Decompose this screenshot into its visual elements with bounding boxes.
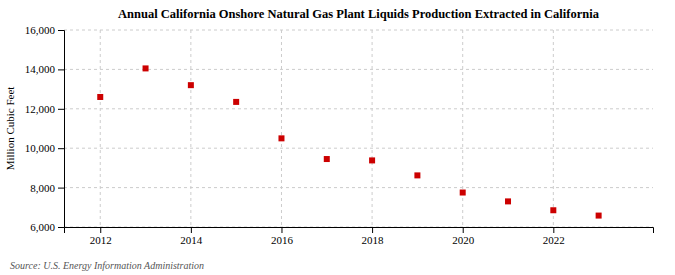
- y-tick: 6,000: [30, 221, 64, 233]
- x-tick-mark: [463, 227, 464, 233]
- grid-line-y: [64, 148, 653, 149]
- y-tick-mark: [58, 227, 64, 228]
- y-tick: 10,000: [25, 142, 64, 154]
- y-tick-label: 16,000: [25, 24, 56, 36]
- point: [460, 190, 466, 196]
- y-axis-line: [58, 31, 65, 228]
- grid-line-x: [190, 30, 191, 227]
- x-tick: 2020: [452, 227, 475, 246]
- x-tick: 2014: [180, 227, 203, 246]
- y-tick-label: 14,000: [25, 63, 56, 75]
- title: Annual California Onshore Natural Gas Pl…: [118, 7, 600, 21]
- plot: 2012 2014 2016 2018 2020 2022 6,000 8,000 10,000…: [25, 24, 654, 246]
- point: [324, 156, 330, 162]
- point: [414, 172, 420, 178]
- grid-line-x: [553, 30, 554, 227]
- y-tick-label: 12,000: [25, 103, 56, 115]
- y-tick-label: 6,000: [30, 221, 55, 233]
- x-axis: 2012 2014 2016 2018 2020 2022: [65, 227, 654, 246]
- y-tick: 14,000: [25, 63, 64, 75]
- grid-line-x: [462, 30, 463, 227]
- y-tick: 12,000: [25, 103, 64, 115]
- point: [505, 198, 511, 204]
- x-tick-mark: [100, 227, 101, 233]
- point: [97, 94, 103, 100]
- x-tick-label: 2014: [180, 234, 203, 246]
- x-tick-mark: [191, 227, 192, 233]
- x-tick: 2018: [362, 227, 385, 246]
- grid-line-y: [64, 30, 653, 31]
- y-tick-mark: [58, 109, 64, 110]
- x-tick: 2012: [90, 227, 112, 246]
- y-tick: 16,000: [25, 24, 64, 36]
- grid-line-x: [100, 30, 101, 227]
- point: [596, 213, 602, 219]
- point: [369, 157, 375, 163]
- x-tick-mark: [281, 227, 282, 233]
- x-tick-mark: [372, 227, 373, 233]
- y-axis-title: Million Cubic Feet: [4, 87, 16, 171]
- grid-line-y: [64, 187, 653, 188]
- x-tick-mark: [553, 227, 554, 233]
- grid: [64, 30, 653, 227]
- point: [550, 207, 556, 213]
- point: [278, 135, 284, 141]
- y-tick-mark: [58, 148, 64, 149]
- y-tick-mark: [58, 188, 64, 189]
- x-axis-line: [65, 228, 654, 234]
- y-tick-mark: [58, 69, 64, 70]
- y-tick-label: 8,000: [30, 182, 55, 194]
- point: [143, 65, 149, 71]
- chart: 2012 2014 2016 2018 2020 2022 6,000 8,000 10,000…: [0, 0, 675, 275]
- x-tick: 2016: [271, 227, 294, 246]
- y-tick-label: 10,000: [25, 142, 56, 154]
- x-tick-label: 2012: [90, 234, 112, 246]
- grid-line-x: [372, 30, 373, 227]
- y-tick: 8,000: [30, 182, 64, 194]
- y-axis: 6,000 8,000 10,000 12,000 14,000 16,000: [25, 24, 65, 233]
- x-tick-label: 2016: [271, 234, 294, 246]
- grid-line-x: [281, 30, 282, 227]
- y-tick-mark: [58, 30, 64, 31]
- grid-line-y: [64, 69, 653, 70]
- point: [188, 82, 194, 88]
- x-tick-label: 2018: [362, 234, 385, 246]
- x-tick-label: 2022: [543, 234, 565, 246]
- annotation: Source: U.S. Energy Information Administ…: [10, 260, 204, 271]
- points: [97, 65, 601, 218]
- x-tick: 2022: [543, 227, 565, 246]
- grid-line-y: [64, 108, 653, 109]
- x-tick-label: 2020: [452, 234, 475, 246]
- point: [233, 99, 239, 105]
